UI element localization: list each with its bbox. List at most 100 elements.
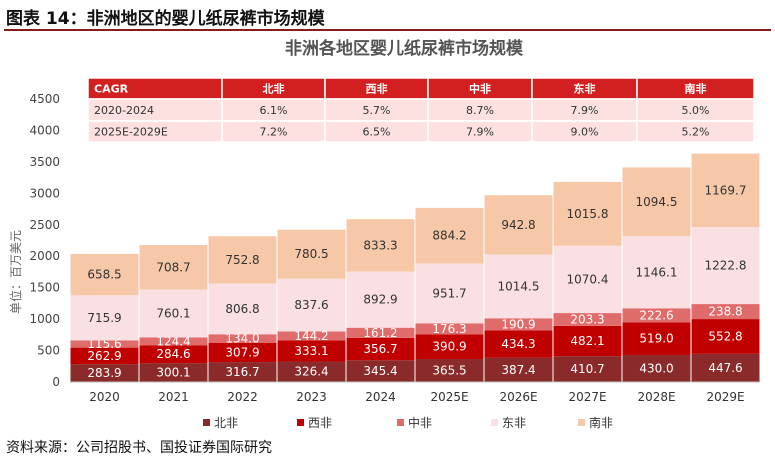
x-tick-label: 2024 (365, 390, 396, 404)
bar-segment (346, 271, 415, 328)
table-header-text: 南非 (685, 82, 707, 96)
y-axis-label: 单位：百万美元 (8, 230, 23, 314)
x-tick-label: 2021 (158, 390, 189, 404)
bar-segment (691, 304, 760, 320)
bar-value-label: 387.4 (501, 363, 535, 377)
cagr-table: CAGR 北非 西非 中非 东非 南非 2020-2024 6.1% 5.7% 8.7% 7.9% 5… (87, 77, 755, 143)
bar-segment (70, 253, 139, 296)
bar-value-label: 144.2 (294, 329, 328, 343)
legend-label: 东非 (502, 416, 526, 430)
table-cell-text: 5.7% (363, 104, 391, 117)
table-cell-text: 5.2% (682, 126, 710, 139)
bar-segment (70, 340, 139, 348)
legend-label: 中非 (408, 415, 432, 430)
bar-value-label: 326.4 (294, 365, 328, 379)
bar-value-label: 715.9 (87, 311, 121, 325)
bar-segment (277, 229, 346, 279)
bar-segment (415, 207, 484, 264)
bar-value-label: 410.7 (570, 362, 604, 376)
bar-segment (139, 345, 208, 364)
bar-segment (484, 254, 553, 319)
bar-segment (208, 236, 277, 284)
legend-swatch (297, 419, 304, 426)
y-tick-label: 500 (37, 344, 60, 358)
bar-segment (70, 295, 139, 341)
table-cell-text: 7.9% (571, 104, 599, 117)
bar-value-label: 203.3 (570, 312, 604, 326)
title-divider (4, 29, 771, 31)
bar-value-label: 806.8 (225, 302, 259, 316)
bar-value-label: 482.1 (570, 334, 604, 348)
table-header-text: 东非 (574, 82, 596, 96)
bar-segment (484, 318, 553, 331)
y-tick-label: 1500 (29, 281, 60, 295)
bar-value-label: 1146.1 (636, 265, 678, 279)
bar-segment (139, 289, 208, 338)
table-cell-text: 2020-2024 (94, 104, 154, 117)
bar-value-label: 1169.7 (705, 183, 747, 197)
table-cell-text: 8.7% (466, 104, 494, 117)
bar-segment (691, 353, 760, 382)
bar-value-label: 365.5 (432, 364, 466, 378)
bar-value-label: 837.6 (294, 298, 328, 312)
bar-segment (139, 245, 208, 290)
bar-segment (553, 325, 622, 357)
x-tick-label: 2028E (637, 390, 675, 404)
bar-value-label: 708.7 (156, 260, 190, 274)
bar-value-label: 307.9 (225, 345, 259, 359)
table-cell-text: 6.1% (260, 104, 288, 117)
y-tick-label: 4500 (29, 92, 60, 106)
table-cell-text: 2025E-2029E (94, 126, 168, 139)
bar-value-label: 345.4 (363, 364, 397, 378)
bar-segment (139, 363, 208, 382)
bar-value-label: 951.7 (432, 286, 466, 300)
x-tick-label: 2022 (227, 390, 258, 404)
bar-value-label: 752.8 (225, 253, 259, 267)
bar-value-label: 760.1 (156, 307, 190, 321)
legend-label: 南非 (589, 415, 613, 430)
y-tick-label: 2500 (29, 218, 60, 232)
x-axis-ticks: 2020 2021 2022 2023 2024 2025E 2026E 2027E 2028E… (70, 381, 760, 404)
bar-value-label: 238.8 (708, 305, 742, 319)
x-tick-label: 2023 (296, 390, 327, 404)
bar-value-label: 658.5 (87, 268, 121, 282)
bar-value-label: 892.9 (363, 293, 397, 307)
x-tick-label: 2027E (568, 390, 606, 404)
bar-value-label: 780.5 (294, 247, 328, 261)
bar-segment (691, 153, 760, 228)
bar-segment (622, 167, 691, 237)
y-tick-label: 4000 (29, 123, 60, 137)
bar-segment (208, 283, 277, 335)
bar-segment (208, 362, 277, 382)
bar-segment (139, 337, 208, 346)
table-header-text: 中非 (469, 82, 491, 96)
legend-swatch (203, 419, 210, 426)
table-cell-text: 6.5% (363, 126, 391, 139)
y-tick-label: 3500 (29, 155, 60, 169)
bar-segment (553, 181, 622, 246)
bar-segment (277, 361, 346, 382)
bar-segment (484, 195, 553, 255)
figure-source: 资料来源：公司招股书、国投证券国际研究 (6, 440, 272, 456)
bar-segment (208, 334, 277, 343)
bar-segment (415, 334, 484, 360)
bar-segment (622, 354, 691, 382)
table-cell-text: 9.0% (571, 126, 599, 139)
bar-value-label: 1070.4 (567, 272, 609, 286)
legend-swatch (578, 419, 585, 426)
bar-value-label: 316.7 (225, 365, 259, 379)
stacked-bar-chart: 非洲各地区婴儿纸尿裤市场规模 单位：百万美元 0 500 1000 1500 2000 2… (8, 38, 760, 430)
bar-segment (415, 263, 484, 324)
legend-label: 西非 (308, 416, 332, 430)
bar-segment (691, 227, 760, 305)
bar-value-label: 124.4 (156, 334, 190, 348)
bar-segment (346, 219, 415, 272)
y-tick-label: 3000 (29, 186, 60, 200)
bar-value-label: 519.0 (639, 332, 673, 346)
y-tick-label: 1000 (29, 312, 60, 326)
x-tick-label: 2029E (706, 390, 744, 404)
bar-value-label: 833.3 (363, 238, 397, 252)
bar-value-label: 262.9 (87, 349, 121, 363)
y-tick-label: 0 (52, 375, 60, 389)
bar-segment (70, 364, 139, 382)
